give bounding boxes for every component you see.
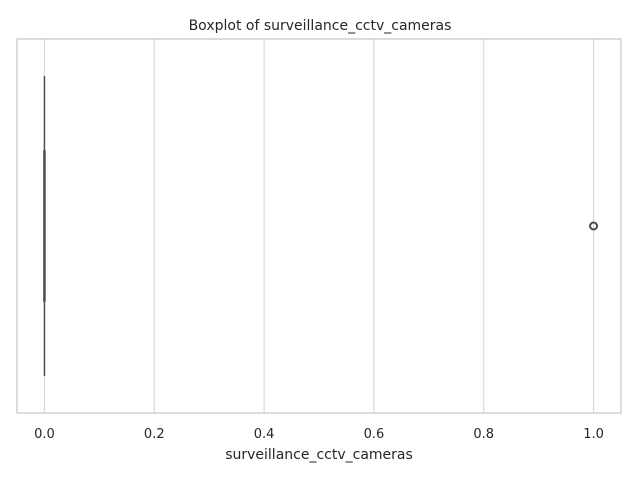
outlier-layer xyxy=(589,221,599,231)
x-tick-label: 0.6 xyxy=(364,427,385,442)
x-tick-label: 0.0 xyxy=(34,427,55,442)
plot-frame xyxy=(16,38,622,414)
box-layer xyxy=(43,76,46,376)
x-tick-label: 0.2 xyxy=(144,427,165,442)
x-tick-label: 0.8 xyxy=(473,427,494,442)
x-tick-label: 1.0 xyxy=(583,427,604,442)
outlier-point xyxy=(589,221,599,231)
grid-lines xyxy=(43,39,595,413)
x-tick-labels: 0.0 0.2 0.4 0.6 0.8 1.0 xyxy=(34,427,604,442)
x-tick-label: 0.4 xyxy=(254,427,275,442)
x-axis-label: surveillance_cctv_cameras xyxy=(225,447,413,463)
chart-title: Boxplot of surveillance_cctv_cameras xyxy=(189,18,452,34)
